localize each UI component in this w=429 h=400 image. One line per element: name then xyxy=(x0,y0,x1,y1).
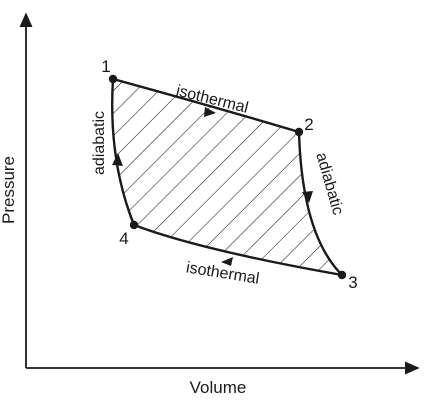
process-curve-4-1 xyxy=(110,77,136,227)
process-label-2-3: adiabatic xyxy=(312,151,346,217)
state-point-2 xyxy=(294,127,304,137)
arrow-3-4-icon xyxy=(221,257,233,266)
process-curve-1-2 xyxy=(111,77,301,134)
direction-arrows xyxy=(112,107,313,266)
process-curve-2-3 xyxy=(297,130,344,277)
arrow-1-2-icon xyxy=(204,107,216,117)
axes: Pressure Volume xyxy=(0,12,420,397)
state-label-2: 2 xyxy=(304,115,313,134)
y-axis-label: Pressure xyxy=(0,156,18,224)
state-label-4: 4 xyxy=(119,229,128,248)
x-axis-label: Volume xyxy=(190,378,247,397)
state-label-1: 1 xyxy=(101,57,110,76)
process-label-4-1: adiabatic xyxy=(91,111,108,175)
state-label-3: 3 xyxy=(348,273,357,292)
state-points xyxy=(108,74,347,280)
process-curve-3-4 xyxy=(132,223,344,277)
state-point-1 xyxy=(108,74,118,84)
process-label-3-4: isothermal xyxy=(185,259,261,287)
arrow-2-3-icon xyxy=(302,191,313,203)
state-point-4 xyxy=(129,220,139,230)
state-point-3 xyxy=(337,270,347,280)
process-curves xyxy=(110,77,344,277)
arrow-4-1-icon xyxy=(112,153,123,166)
